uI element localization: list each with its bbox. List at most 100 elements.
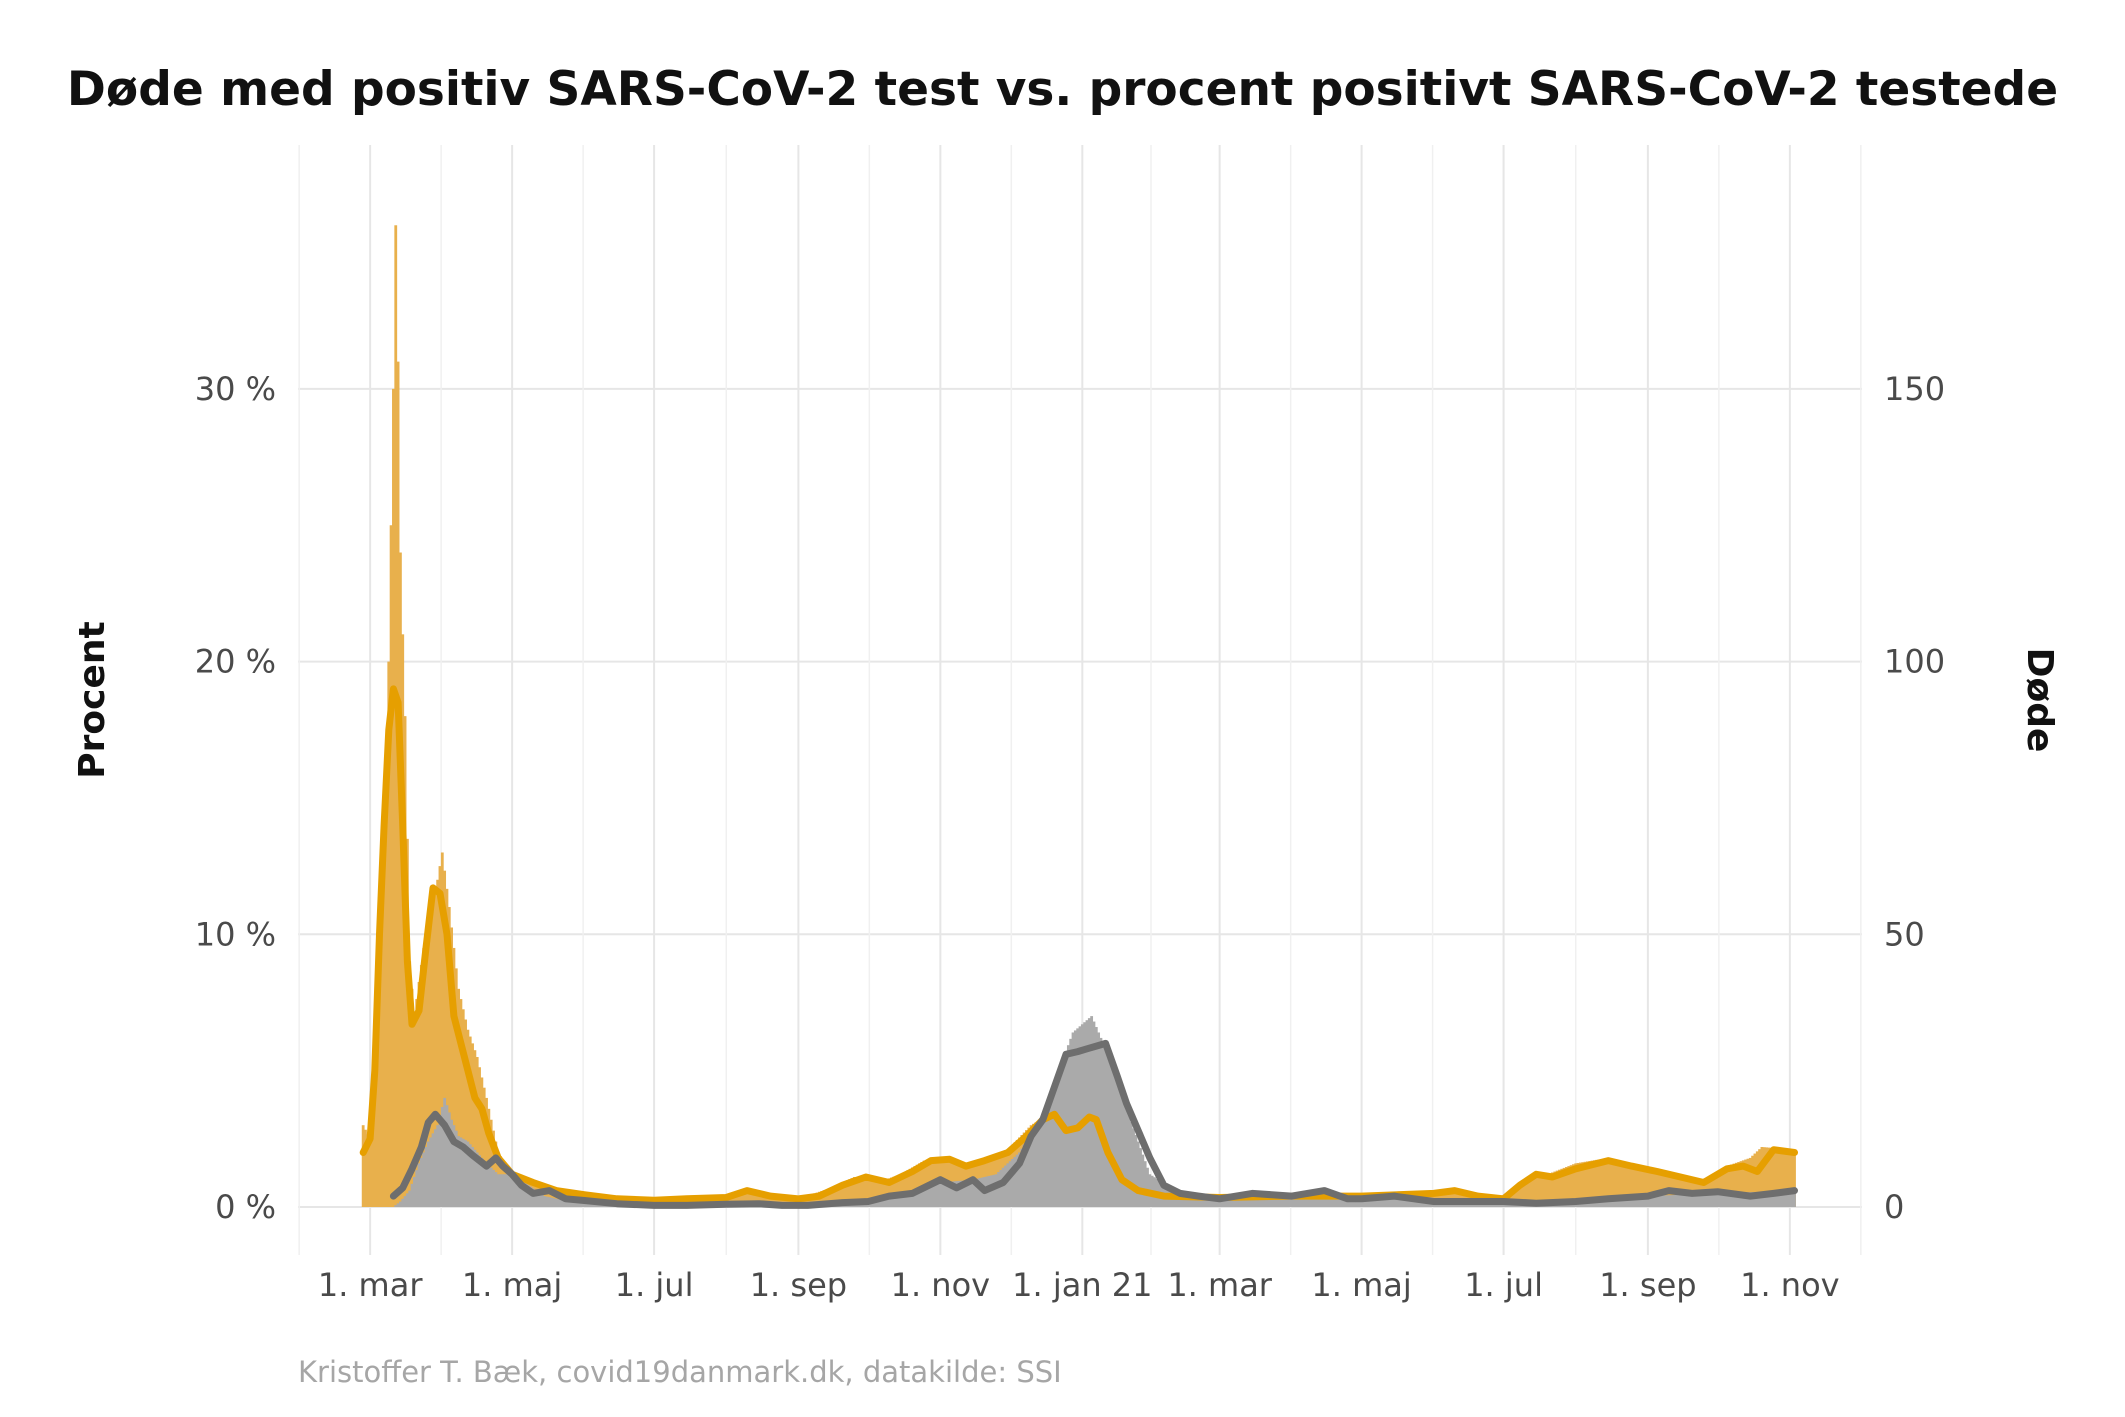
deaths-bar-17 <box>431 1133 435 1207</box>
percent-bar-519 <box>1569 1165 1573 1207</box>
percent-bar-11 <box>387 661 391 1207</box>
deaths-bar-600 <box>1788 1190 1792 1207</box>
percent-bar-212 <box>855 1177 858 1207</box>
percent-bar-39 <box>452 947 456 1207</box>
deaths-bar-34 <box>471 1147 474 1207</box>
deaths-bar-230 <box>927 1185 931 1207</box>
deaths-bar-588 <box>1760 1191 1764 1207</box>
deaths-bar-280 <box>1043 1108 1047 1207</box>
deaths-bar-11 <box>417 1163 421 1207</box>
percent-bar-523 <box>1578 1162 1582 1207</box>
deaths-bar-16 <box>429 1137 433 1207</box>
percent-bar-502 <box>1530 1178 1533 1207</box>
deaths-bar-299 <box>1087 1018 1091 1207</box>
deaths-bar-248 <box>969 1179 973 1207</box>
deaths-bar-556 <box>1686 1194 1689 1207</box>
x-tick-label: 1. sep <box>1599 1266 1696 1304</box>
deaths-bar-567 <box>1711 1193 1715 1207</box>
deaths-bar-261 <box>999 1169 1003 1207</box>
deaths-bar-562 <box>1700 1194 1703 1207</box>
percent-bar-23 <box>415 999 419 1207</box>
deaths-bar-399 <box>1320 1196 1324 1207</box>
deaths-bar-378 <box>1271 1196 1275 1207</box>
deaths-bar-530 <box>1625 1197 1629 1207</box>
deaths-bar-542 <box>1653 1195 1657 1207</box>
percent-bar-44 <box>464 1019 467 1207</box>
deaths-bar-29 <box>459 1137 463 1207</box>
deaths-bar-597 <box>1781 1191 1785 1207</box>
deaths-bar-572 <box>1723 1193 1727 1207</box>
deaths-bar-442 <box>1420 1200 1424 1207</box>
percent-bar-509 <box>1546 1174 1550 1207</box>
percent-bar-610 <box>1781 1148 1785 1207</box>
deaths-bar-307 <box>1106 1054 1110 1207</box>
deaths-bar-397 <box>1315 1196 1319 1207</box>
percent-bar-164 <box>743 1191 747 1207</box>
deaths-bar-14 <box>424 1147 428 1207</box>
deaths-bar-227 <box>920 1187 924 1207</box>
percent-bar-614 <box>1790 1149 1794 1207</box>
percent-bar-228 <box>892 1176 896 1207</box>
deaths-bar-385 <box>1288 1196 1291 1207</box>
deaths-bar-276 <box>1034 1125 1038 1207</box>
deaths-bar-387 <box>1292 1196 1296 1207</box>
deaths-bar-388 <box>1295 1196 1298 1207</box>
percent-bar-599 <box>1755 1151 1759 1207</box>
deaths-bar-301 <box>1092 1021 1096 1207</box>
deaths-bar-47 <box>501 1174 505 1207</box>
deaths-bar-8 <box>410 1183 414 1207</box>
deaths-bar-222 <box>908 1190 912 1207</box>
y-tick-label-right: 100 <box>1884 643 1945 681</box>
deaths-bar-371 <box>1255 1196 1259 1207</box>
deaths-bar-579 <box>1739 1192 1743 1207</box>
deaths-bar-361 <box>1232 1196 1236 1207</box>
deaths-bar-269 <box>1018 1152 1021 1207</box>
deaths-bar-287 <box>1059 1064 1063 1207</box>
deaths-bar-5 <box>403 1196 407 1207</box>
percent-bar-547 <box>1634 1167 1638 1207</box>
deaths-bar-548 <box>1667 1195 1671 1207</box>
deaths-bar-291 <box>1069 1038 1073 1207</box>
percent-bar-613 <box>1788 1149 1792 1207</box>
deaths-bar-602 <box>1793 1190 1796 1207</box>
percent-bar-201 <box>829 1187 833 1207</box>
deaths-bar-528 <box>1620 1198 1624 1207</box>
deaths-bar-217 <box>897 1193 900 1207</box>
deaths-bar-306 <box>1104 1048 1108 1207</box>
deaths-bar-25 <box>450 1119 454 1207</box>
deaths-bar-576 <box>1732 1192 1736 1207</box>
deaths-bar-426 <box>1383 1197 1387 1207</box>
deaths-bar-242 <box>955 1181 959 1207</box>
deaths-bar-82 <box>582 1202 586 1207</box>
deaths-bar-30 <box>461 1138 465 1207</box>
percent-bar-506 <box>1539 1175 1543 1207</box>
percent-bar-612 <box>1786 1149 1789 1207</box>
percent-bar-504 <box>1534 1177 1538 1207</box>
percent-bar-9 <box>382 825 386 1207</box>
deaths-bar-315 <box>1125 1108 1128 1207</box>
percent-bar-605 <box>1769 1147 1773 1207</box>
deaths-bar-305 <box>1101 1043 1105 1207</box>
deaths-bar-46 <box>499 1174 502 1207</box>
deaths-bar-372 <box>1257 1196 1261 1207</box>
percent-bar-554 <box>1651 1170 1654 1207</box>
chart-title: Døde med positiv SARS-CoV-2 test vs. pro… <box>66 62 2059 117</box>
deaths-bar-595 <box>1776 1191 1780 1207</box>
percent-bar-0 <box>361 1125 365 1207</box>
percent-bar-511 <box>1551 1172 1554 1207</box>
percent-bar-197 <box>820 1191 824 1207</box>
deaths-bar-64 <box>540 1194 544 1207</box>
percent-bar-544 <box>1627 1165 1631 1207</box>
percent-bar-54 <box>487 1108 491 1207</box>
deaths-bar-592 <box>1769 1191 1773 1207</box>
deaths-bar-398 <box>1318 1196 1322 1207</box>
percent-bar-515 <box>1560 1168 1564 1207</box>
deaths-bar-210 <box>880 1196 884 1207</box>
percent-bar-606 <box>1772 1147 1775 1207</box>
deaths-bar-308 <box>1108 1059 1112 1207</box>
deaths-bar-440 <box>1416 1200 1419 1207</box>
deaths-bar-370 <box>1253 1196 1256 1207</box>
deaths-bar-35 <box>473 1149 477 1207</box>
percent-bar-223 <box>880 1180 884 1207</box>
deaths-bar-259 <box>994 1174 998 1207</box>
